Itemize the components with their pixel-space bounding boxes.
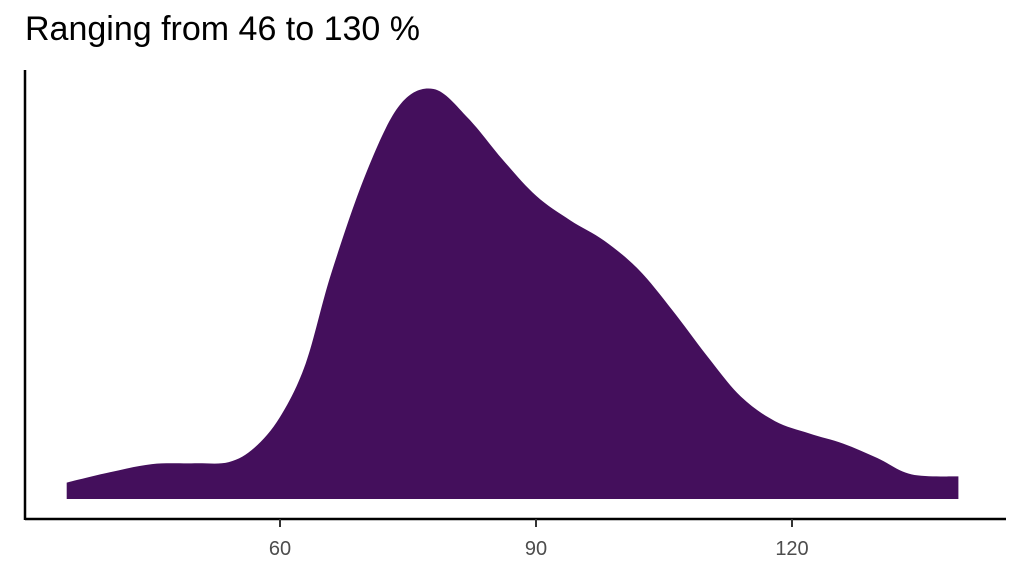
x-axis-ticks: 60 90 120 [269, 519, 809, 560]
x-tick-label: 120 [775, 538, 808, 560]
density-area [66, 88, 959, 500]
chart-title: Ranging from 46 to 130 % [25, 10, 421, 48]
x-tick-label: 60 [269, 538, 291, 560]
x-tick-label: 90 [525, 538, 547, 560]
